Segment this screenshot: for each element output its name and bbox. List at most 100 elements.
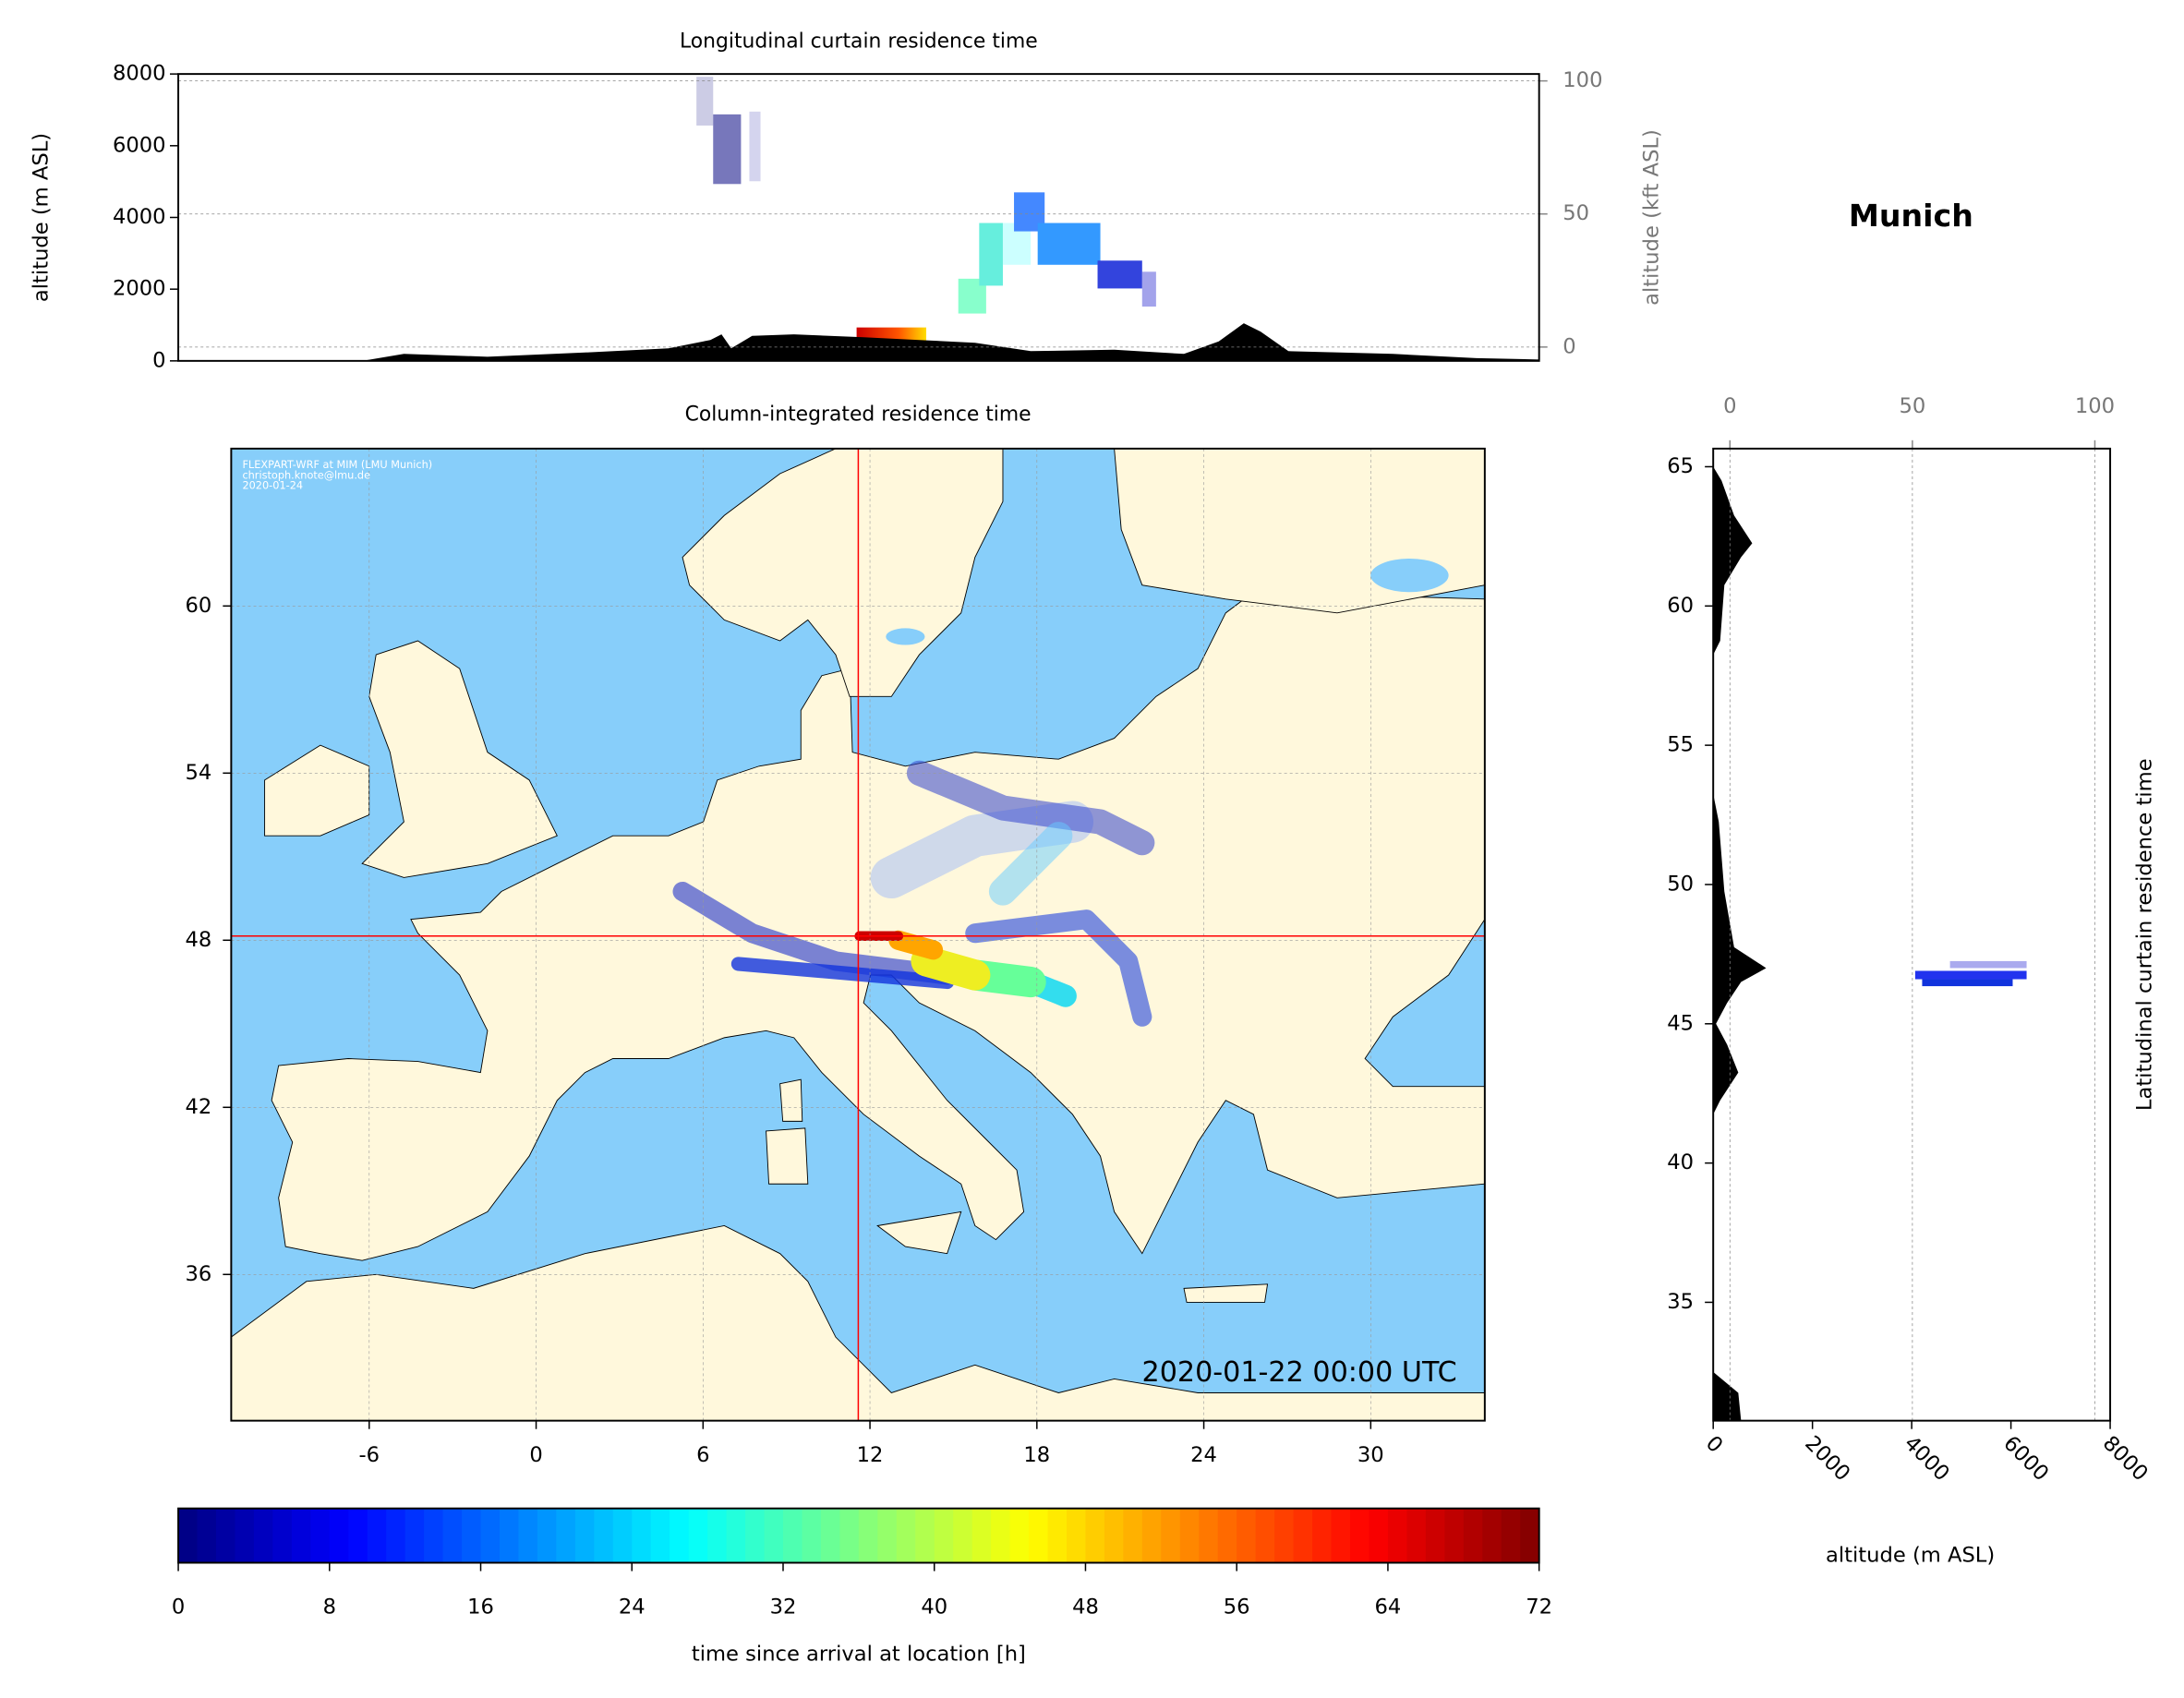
- plume: [1914, 970, 2027, 980]
- y2-axis-label: altitude (kft ASL): [1639, 129, 1663, 306]
- colorbar-step: [612, 1508, 633, 1563]
- x-tick-label: 64: [1375, 1595, 1402, 1619]
- x-tick-label: 2000: [1800, 1431, 1854, 1486]
- chart-title: Column-integrated residence time: [685, 403, 1032, 427]
- colorbar-step: [424, 1508, 444, 1563]
- x-tick-label: 12: [857, 1443, 884, 1467]
- colorbar-step: [688, 1508, 708, 1563]
- y-tick-label: 45: [1667, 1011, 1694, 1035]
- x-tick-label: 32: [770, 1595, 797, 1619]
- axes-frame: [230, 447, 1486, 1422]
- plume: [888, 930, 944, 960]
- plume: [979, 223, 1003, 286]
- y-tick-label: 55: [1667, 733, 1694, 757]
- plume: [672, 881, 958, 985]
- figure-title: Munich: [1849, 198, 1973, 234]
- y-axis-label: altitude (m ASL): [30, 133, 54, 302]
- colorbar-step: [1349, 1508, 1370, 1563]
- terrain: [1713, 466, 1767, 1421]
- x-tick-label: 24: [1190, 1443, 1217, 1467]
- colorbar-step: [404, 1508, 425, 1563]
- plume: [870, 801, 1094, 899]
- plume: [713, 114, 742, 185]
- colorbar-step: [670, 1508, 690, 1563]
- x-tick-label: 0: [1701, 1431, 1728, 1458]
- colorbar-step: [1425, 1508, 1446, 1563]
- colorbar-step: [367, 1508, 387, 1563]
- land: [876, 1210, 962, 1255]
- x-tick-label: 4000: [1900, 1431, 1954, 1486]
- colorbar-step: [707, 1508, 728, 1563]
- colorbar-step: [1237, 1508, 1257, 1563]
- axes-frame: [1712, 447, 2112, 1422]
- colorbar-step: [1293, 1508, 1313, 1563]
- y-tick-label: 40: [1667, 1150, 1694, 1174]
- colorbar-step: [1161, 1508, 1181, 1563]
- plume: [988, 822, 1073, 906]
- colorbar-step: [1274, 1508, 1295, 1563]
- annotation: FLEXPART-WRF at MIM (LMU Munich): [242, 459, 432, 471]
- colorbar-step: [1179, 1508, 1201, 1563]
- colorbar-step: [329, 1508, 350, 1563]
- y-tick-label: 4000: [113, 205, 166, 229]
- colorbar-step: [348, 1508, 368, 1563]
- timestamp: 2020-01-22 00:00 UTC: [1142, 1356, 1457, 1389]
- y-tick-label: 35: [1667, 1290, 1694, 1314]
- residence-plume: [672, 760, 1155, 1027]
- y2-tick-label: 50: [1563, 201, 1589, 225]
- colorbar-label: time since arrival at location [h]: [692, 1643, 1026, 1667]
- colorbar-step: [1123, 1508, 1143, 1563]
- y-tick-label: 0: [152, 348, 165, 372]
- y2-tick-label: 100: [1563, 68, 1602, 92]
- colorbar-step: [1141, 1508, 1163, 1563]
- colorbar-step: [1406, 1508, 1427, 1563]
- colorbar-step: [764, 1508, 784, 1563]
- colorbar-step: [1199, 1508, 1219, 1563]
- colorbar-step: [745, 1508, 766, 1563]
- x-tick-label: 72: [1526, 1595, 1552, 1619]
- chart-title: Longitudinal curtain residence time: [680, 30, 1038, 53]
- x-tick-label: 24: [619, 1595, 646, 1619]
- colorbar-step: [820, 1508, 841, 1563]
- plume: [696, 77, 714, 126]
- y-tick-label: 2000: [113, 277, 166, 301]
- colorbar-step: [518, 1508, 538, 1563]
- plume: [911, 945, 991, 991]
- colorbar-step: [310, 1508, 331, 1563]
- colorbar-step: [632, 1508, 652, 1563]
- colorbar-step: [1217, 1508, 1237, 1563]
- plume: [749, 111, 761, 182]
- colorbar-step: [1009, 1508, 1030, 1563]
- colorbar-step: [1029, 1508, 1049, 1563]
- colorbar-step: [1331, 1508, 1351, 1563]
- x2-tick-label: 50: [1899, 394, 1925, 418]
- annotation: christoph.knote@lmu.de: [242, 469, 370, 481]
- longitudinal-curtain: [178, 77, 1539, 361]
- colorbar-step: [915, 1508, 935, 1563]
- colorbar-step: [178, 1508, 199, 1563]
- plume: [1037, 223, 1101, 265]
- colorbar-step: [1066, 1508, 1087, 1563]
- y-tick-label: 60: [1667, 594, 1694, 618]
- plume: [1097, 260, 1142, 289]
- colorbar-step: [971, 1508, 992, 1563]
- x-tick-label: 0: [529, 1443, 542, 1467]
- plume: [1141, 271, 1156, 307]
- colorbar-step: [574, 1508, 596, 1563]
- land: [779, 1078, 803, 1122]
- plume: [906, 760, 1155, 856]
- land: [766, 1127, 809, 1185]
- colorbar-step: [1369, 1508, 1389, 1563]
- plume: [1922, 979, 2013, 987]
- colorbar-step: [1312, 1508, 1333, 1563]
- x2-tick-label: 100: [2075, 394, 2115, 418]
- colorbar-step: [802, 1508, 822, 1563]
- colorbar-step: [442, 1508, 463, 1563]
- plume: [730, 957, 955, 990]
- x-tick-label: 40: [921, 1595, 947, 1619]
- y-tick-label: 60: [185, 594, 211, 618]
- annotation: 2020-01-24: [242, 480, 303, 492]
- x-tick-label: -6: [359, 1443, 380, 1467]
- colorbar-step: [272, 1508, 293, 1563]
